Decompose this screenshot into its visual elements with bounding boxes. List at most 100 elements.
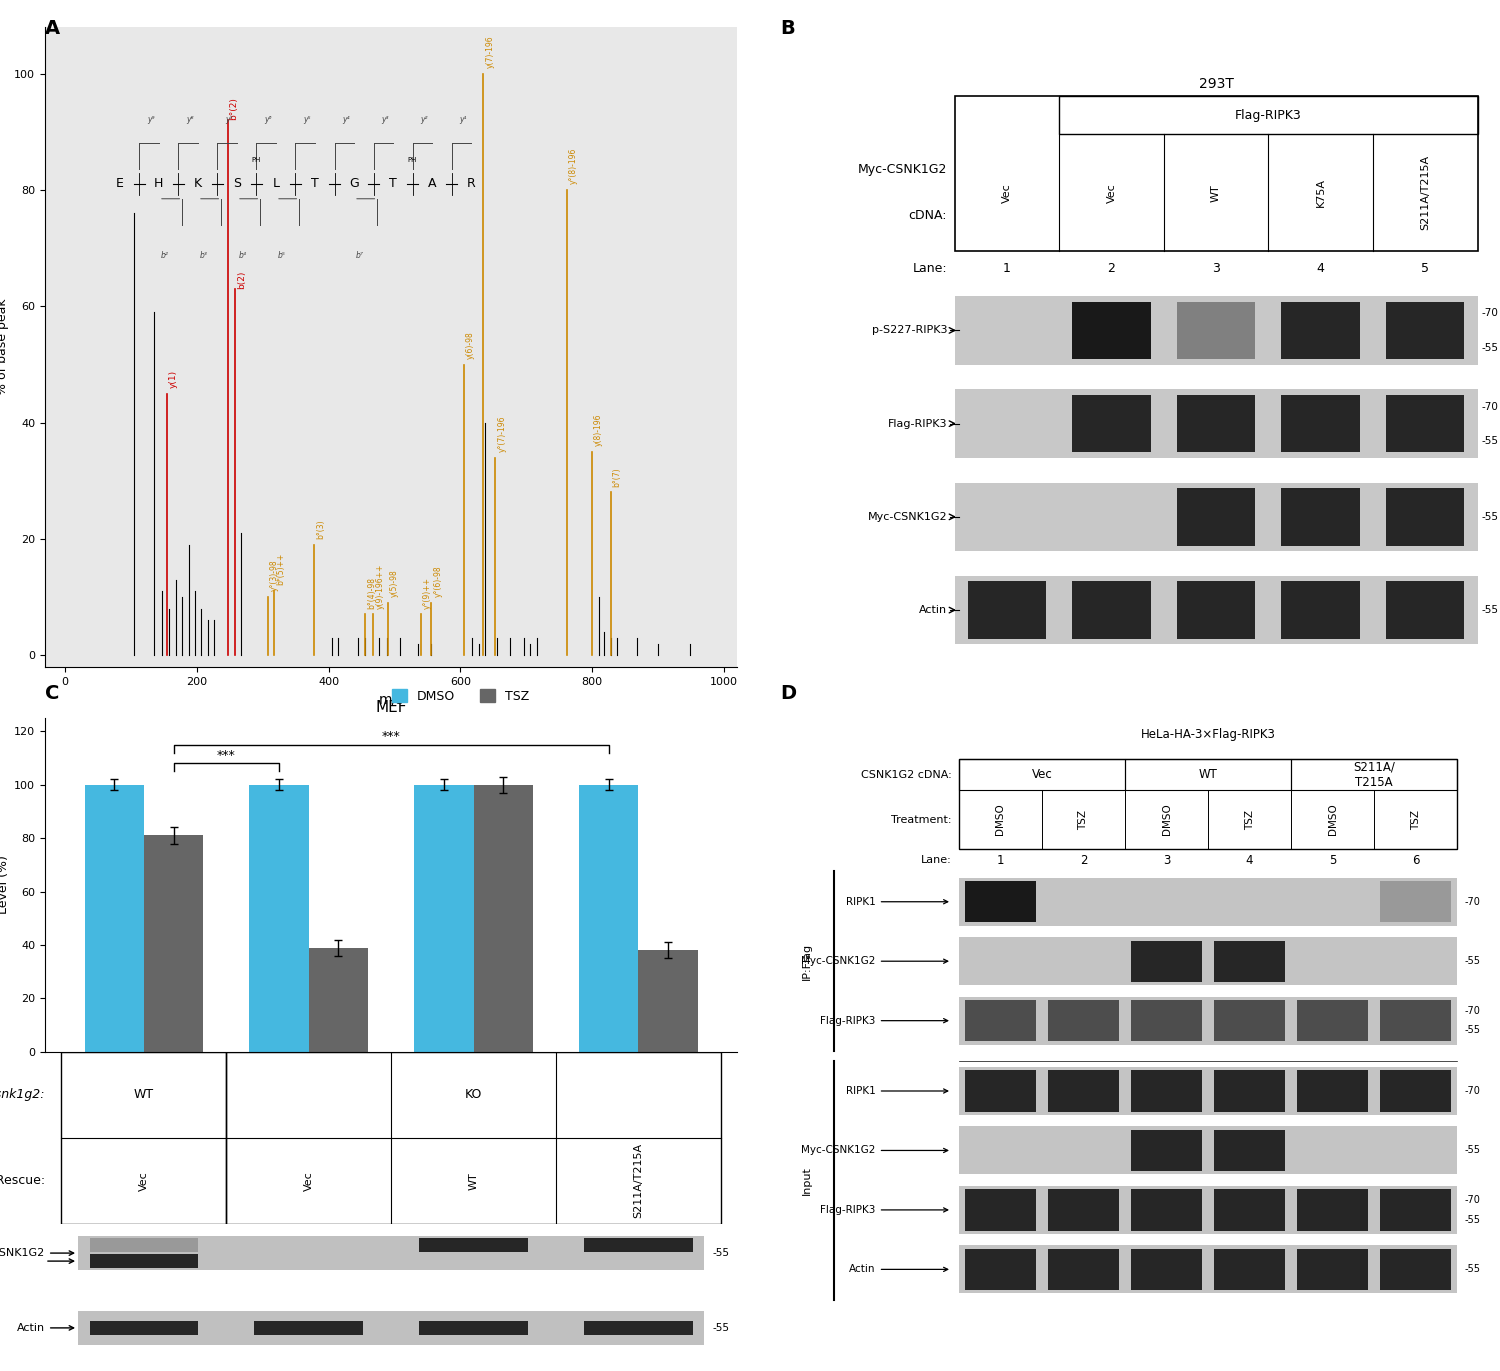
Text: Treatment:: Treatment:	[891, 814, 952, 824]
Bar	[90, 1254, 198, 1268]
Bar	[958, 938, 1458, 986]
Bar	[1298, 1189, 1368, 1231]
Text: -55: -55	[1464, 1145, 1480, 1156]
Bar	[964, 882, 1036, 923]
Text: K75A: K75A	[1316, 178, 1326, 207]
Bar	[1131, 941, 1203, 982]
Bar	[255, 1322, 363, 1334]
Text: y(1): y(1)	[170, 370, 178, 388]
Y-axis label: Cell Survival-ATP
Level (%): Cell Survival-ATP Level (%)	[0, 832, 10, 938]
Text: A: A	[45, 19, 60, 38]
Text: Actin: Actin	[16, 1323, 74, 1333]
Text: ***: ***	[382, 731, 400, 743]
Text: -70: -70	[1464, 897, 1480, 906]
Y-axis label: % of base peak: % of base peak	[0, 299, 9, 395]
Text: Myc-CSNK1G2: Myc-CSNK1G2	[801, 1145, 948, 1156]
Bar	[419, 1238, 528, 1252]
Text: DMSO: DMSO	[996, 803, 1005, 835]
Bar	[249, 784, 309, 1052]
Text: 293T: 293T	[1198, 77, 1233, 90]
Text: 5: 5	[1420, 262, 1430, 274]
Text: b°(7): b°(7)	[612, 468, 621, 487]
Text: y(9)-196++: y(9)-196++	[375, 563, 384, 609]
Bar	[1131, 1249, 1203, 1290]
Bar	[1131, 1189, 1203, 1231]
Bar	[1214, 1189, 1286, 1231]
Text: KO: KO	[465, 1089, 483, 1101]
Text: Vec: Vec	[1107, 182, 1116, 203]
Bar	[1214, 941, 1286, 982]
Bar	[144, 835, 202, 1052]
Bar	[584, 1238, 693, 1252]
Bar	[579, 784, 639, 1052]
Text: -70: -70	[1464, 1006, 1480, 1016]
Bar	[1292, 760, 1458, 790]
Text: Vec: Vec	[1002, 182, 1013, 203]
Bar	[78, 1235, 705, 1271]
Bar	[1208, 790, 1292, 849]
Bar	[1047, 1071, 1119, 1112]
Text: RIPK1: RIPK1	[846, 1086, 948, 1095]
Text: HeLa-HA-3×Flag-RIPK3: HeLa-HA-3×Flag-RIPK3	[1140, 728, 1275, 740]
Text: WT: WT	[468, 1172, 478, 1190]
Text: -55: -55	[1464, 956, 1480, 967]
Text: Myc-CSNK1G2: Myc-CSNK1G2	[867, 511, 946, 522]
Bar	[958, 760, 1458, 849]
Text: p-S227-RIPK3: p-S227-RIPK3	[871, 325, 946, 336]
Text: 5: 5	[1329, 854, 1336, 866]
Bar	[1298, 1071, 1368, 1112]
Bar	[1125, 790, 1208, 849]
Bar	[84, 784, 144, 1052]
Text: Flag-RIPK3: Flag-RIPK3	[888, 418, 946, 429]
Bar	[78, 1311, 705, 1345]
Text: -55: -55	[1464, 1215, 1480, 1224]
Text: DMSO: DMSO	[1161, 803, 1172, 835]
Text: -70: -70	[1464, 1196, 1480, 1205]
Bar	[1380, 999, 1452, 1042]
Bar	[1298, 1249, 1368, 1290]
Bar	[958, 997, 1458, 1045]
Text: y(8)-196: y(8)-196	[594, 414, 603, 446]
Text: y(6)-98: y(6)-98	[465, 330, 474, 359]
Bar	[958, 1245, 1458, 1293]
Bar	[964, 1071, 1036, 1112]
Bar	[1131, 999, 1203, 1042]
Text: -70: -70	[1464, 1086, 1480, 1095]
Text: y°(7)-196: y°(7)-196	[498, 415, 507, 451]
Text: B: B	[780, 19, 795, 38]
Bar	[1214, 1249, 1286, 1290]
Bar	[958, 790, 1042, 849]
Text: DMSO: DMSO	[1328, 803, 1338, 835]
Text: -70: -70	[1482, 308, 1498, 318]
Text: 3: 3	[1162, 854, 1170, 866]
Text: -55: -55	[1482, 436, 1498, 446]
Text: D: D	[780, 684, 796, 703]
Text: WT: WT	[1210, 184, 1221, 202]
Bar	[964, 999, 1036, 1042]
Text: C: C	[45, 684, 60, 703]
Text: b*(5)++: b*(5)++	[276, 553, 285, 585]
Text: Vec: Vec	[303, 1171, 313, 1190]
Bar	[1380, 882, 1452, 923]
Text: y°(8)-196: y°(8)-196	[568, 148, 578, 184]
Bar	[90, 1322, 198, 1334]
Text: CSNK1G2 cDNA:: CSNK1G2 cDNA:	[861, 771, 952, 780]
Text: CSNK1G2Rescue:: CSNK1G2Rescue:	[0, 1174, 45, 1187]
Text: 3: 3	[1212, 262, 1219, 274]
Text: CSNK1G2: CSNK1G2	[0, 1248, 74, 1259]
Text: Lane:: Lane:	[912, 262, 946, 274]
Bar	[1047, 1189, 1119, 1231]
Text: b°(3): b°(3)	[316, 520, 326, 539]
Text: Csnk1g2:: Csnk1g2:	[0, 1089, 45, 1101]
Bar	[90, 1238, 198, 1252]
Text: TSZ: TSZ	[1078, 810, 1089, 829]
Bar	[964, 1189, 1036, 1231]
Bar	[1380, 1249, 1452, 1290]
Bar	[414, 784, 474, 1052]
Text: -55: -55	[1464, 1026, 1480, 1035]
Bar	[958, 1067, 1458, 1115]
Text: b(2): b(2)	[237, 270, 246, 289]
Text: 4: 4	[1246, 854, 1254, 866]
Bar	[62, 1052, 226, 1224]
Text: y(7)-196: y(7)-196	[486, 36, 495, 69]
